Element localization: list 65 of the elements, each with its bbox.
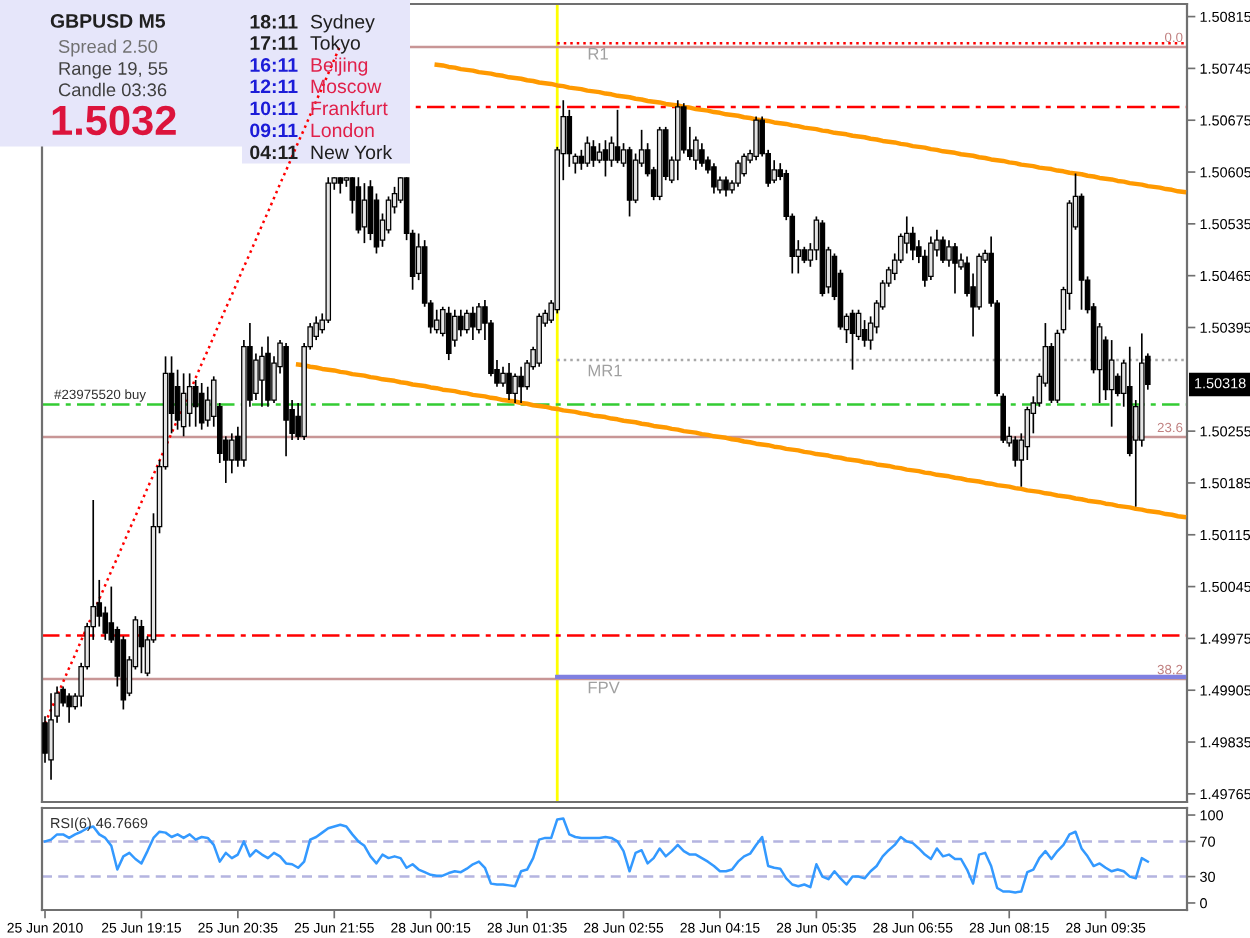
candlestick xyxy=(458,308,464,338)
annotation: Candle 03:36 xyxy=(58,82,167,97)
candlestick xyxy=(849,308,856,371)
candlestick xyxy=(536,312,542,368)
candlestick xyxy=(1012,435,1019,468)
candlestick xyxy=(66,692,72,724)
candlestick xyxy=(952,242,958,295)
candlestick xyxy=(138,619,145,675)
candlestick xyxy=(48,692,54,781)
candlestick xyxy=(771,159,777,184)
annotation: 12:11 Moscow xyxy=(250,79,382,94)
candlestick xyxy=(753,115,759,162)
candlestick xyxy=(584,135,591,168)
candlestick xyxy=(464,308,470,335)
candlestick xyxy=(940,235,946,264)
candlestick xyxy=(512,372,518,404)
annotation: Spread 2.50 xyxy=(58,39,158,57)
annotation: 16:11 Beijing xyxy=(250,57,368,76)
candlestick xyxy=(596,142,603,164)
candlestick xyxy=(192,379,199,428)
candlestick xyxy=(903,215,910,255)
annotation: 04:11 New York xyxy=(250,144,393,160)
candlestick xyxy=(699,142,705,168)
annotation: 10:11 Frankfurt xyxy=(250,100,388,116)
candlestick xyxy=(355,176,362,235)
annotation: 09:11 London xyxy=(250,122,374,138)
candlestick xyxy=(186,372,193,428)
candlestick xyxy=(42,715,48,764)
candlestick xyxy=(566,109,573,168)
candlestick xyxy=(735,159,741,188)
annotation: 18:11 Sydney xyxy=(250,14,375,33)
candlestick xyxy=(578,148,585,171)
candlestick xyxy=(265,335,271,408)
candlestick xyxy=(723,175,729,198)
candlestick xyxy=(433,308,440,335)
candlestick xyxy=(928,235,934,281)
candlestick xyxy=(470,305,476,341)
candlestick xyxy=(445,305,452,361)
annotation: 17:11 Tokyo xyxy=(250,35,360,54)
chart-title: GBPUSD M5 xyxy=(50,14,166,28)
line-series xyxy=(295,362,1187,520)
candlestick xyxy=(590,139,597,168)
series-label: R1 xyxy=(588,48,608,60)
candlestick xyxy=(711,162,717,195)
candlestick xyxy=(253,352,259,401)
candlestick xyxy=(506,362,512,401)
candlestick xyxy=(602,139,609,178)
candlestick xyxy=(693,135,699,171)
candlestick xyxy=(500,365,506,388)
candlestick xyxy=(198,382,205,431)
annotation: 1.5032 xyxy=(52,105,176,136)
line-series xyxy=(434,62,1187,195)
candlestick xyxy=(518,365,524,404)
candlestick xyxy=(452,308,458,348)
candlestick xyxy=(681,102,687,155)
series-label: FPV xyxy=(588,681,620,694)
series-label: MR1 xyxy=(588,364,622,377)
annotation: Range 19, 55 xyxy=(59,61,168,79)
candlestick xyxy=(614,109,621,164)
candlestick xyxy=(259,345,265,408)
candlestick xyxy=(946,239,952,268)
line-series xyxy=(43,817,1150,894)
candlestick xyxy=(1108,339,1115,428)
candlestick xyxy=(476,302,482,335)
candlestick xyxy=(229,432,235,475)
